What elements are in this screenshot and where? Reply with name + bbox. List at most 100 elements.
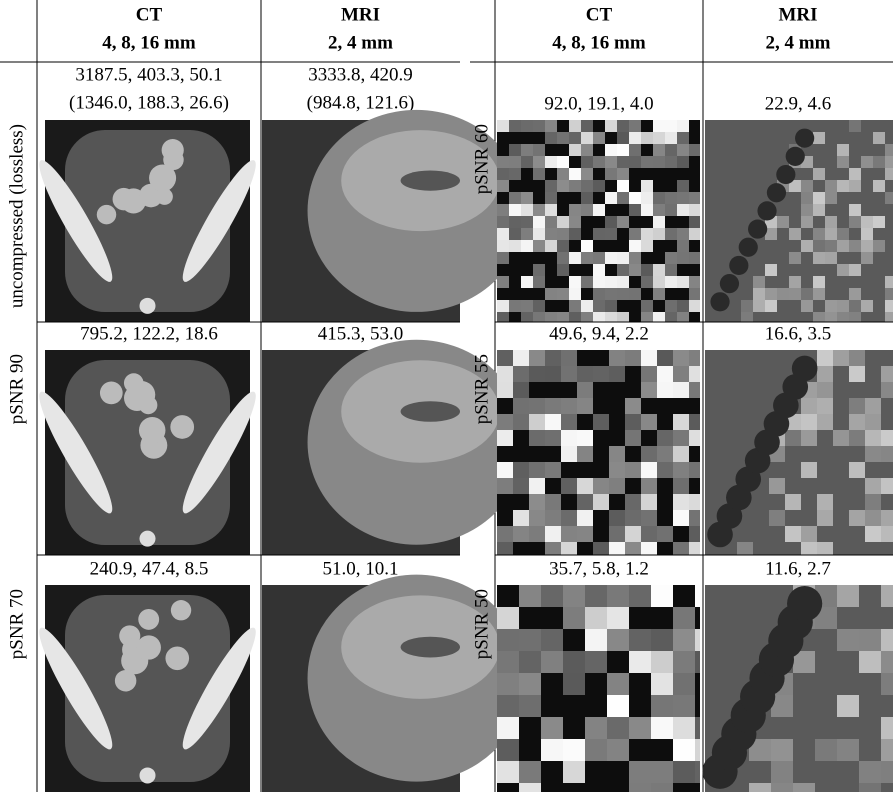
pixel-block — [689, 216, 700, 228]
pixel-block — [689, 382, 700, 398]
pixel-block — [817, 382, 833, 398]
pixel-block — [865, 478, 881, 494]
pixel-block — [545, 120, 557, 132]
pixel-block — [569, 300, 581, 312]
pixel-block — [653, 180, 665, 192]
pixel-block — [545, 398, 561, 414]
pixel-block — [673, 366, 689, 382]
pixel-block — [509, 264, 521, 276]
pixel-block — [593, 228, 605, 240]
size-value: 415.3, 53.0 — [318, 323, 404, 344]
pixel-block — [545, 132, 557, 144]
pixel-block — [673, 526, 689, 542]
organ — [139, 396, 157, 414]
pixel-block — [593, 414, 609, 430]
pixel-block — [653, 204, 665, 216]
pixel-block — [689, 204, 700, 216]
pixel-block — [497, 168, 509, 180]
column-subheader: 4, 8, 16 mm — [552, 32, 646, 53]
pixel-block — [673, 542, 689, 555]
pixel-block — [607, 607, 629, 629]
pixel-block — [581, 240, 593, 252]
pixel-block — [513, 526, 529, 542]
pixel-block — [695, 717, 700, 739]
size-value: 22.9, 4.6 — [765, 93, 832, 114]
pixel-block — [625, 494, 641, 510]
pixel-block — [497, 629, 519, 651]
pixel-block — [737, 542, 753, 555]
pixel-block — [605, 120, 617, 132]
pixel-block — [593, 366, 609, 382]
pixel-block — [561, 414, 577, 430]
mri-image — [705, 120, 893, 322]
pixel-block — [509, 168, 521, 180]
pixel-block — [629, 168, 641, 180]
pixel-block — [605, 204, 617, 216]
pixel-block — [593, 398, 609, 414]
pixel-block — [593, 510, 609, 526]
pixel-block — [545, 276, 557, 288]
pixel-block — [873, 132, 885, 144]
pixel-block — [629, 240, 641, 252]
pixel-block — [609, 366, 625, 382]
pixel-block — [497, 240, 509, 252]
pixel-block — [497, 192, 509, 204]
pixel-block — [629, 651, 651, 673]
pixel-block — [665, 252, 677, 264]
pixel-block — [837, 312, 849, 322]
pixel-block — [653, 120, 665, 132]
pixel-block — [577, 446, 593, 462]
pixel-block — [545, 300, 557, 312]
pixel-block — [513, 510, 529, 526]
pixel-block — [593, 264, 605, 276]
pixel-block — [677, 120, 689, 132]
pixel-block — [657, 510, 673, 526]
pixel-block — [617, 312, 629, 322]
pixel-block — [563, 629, 585, 651]
pixel-block — [657, 542, 673, 555]
pixel-block — [529, 494, 545, 510]
pixel-block — [529, 398, 545, 414]
pixel-block — [629, 216, 641, 228]
pixel-block — [837, 240, 849, 252]
pixel-block — [497, 300, 509, 312]
pixel-block — [641, 542, 657, 555]
pixel-block — [545, 168, 557, 180]
pixel-block — [519, 607, 541, 629]
pixel-block — [629, 629, 651, 651]
pixel-block — [519, 695, 541, 717]
pixel-block — [629, 739, 651, 761]
soft-tissue — [65, 130, 230, 312]
ventricle — [401, 637, 460, 658]
pixel-block — [885, 156, 893, 168]
pixel-block — [497, 228, 509, 240]
pixel-block — [849, 430, 865, 446]
pixel-block — [849, 120, 861, 132]
pixel-block — [607, 695, 629, 717]
pixel-block — [825, 312, 837, 322]
pixel-block — [859, 629, 881, 651]
pixel-block — [509, 300, 521, 312]
pixel-block — [593, 382, 609, 398]
pixel-block — [881, 629, 893, 651]
organ — [170, 415, 194, 439]
pixel-block — [873, 216, 885, 228]
pixel-block — [593, 204, 605, 216]
pixel-block — [497, 673, 519, 695]
pixel-block — [861, 252, 873, 264]
pixel-block — [609, 414, 625, 430]
pixel-block — [577, 478, 593, 494]
pixel-block — [641, 252, 653, 264]
pixel-block — [541, 651, 563, 673]
pixel-block — [885, 276, 893, 288]
pixel-block — [497, 366, 513, 382]
pixel-block — [585, 651, 607, 673]
pixel-block — [605, 240, 617, 252]
pixel-block — [865, 414, 881, 430]
pixel-block — [529, 414, 545, 430]
pixel-block — [673, 673, 695, 695]
pixel-block — [509, 192, 521, 204]
pixel-block — [563, 717, 585, 739]
pixel-block — [651, 717, 673, 739]
pixel-block — [881, 430, 893, 446]
